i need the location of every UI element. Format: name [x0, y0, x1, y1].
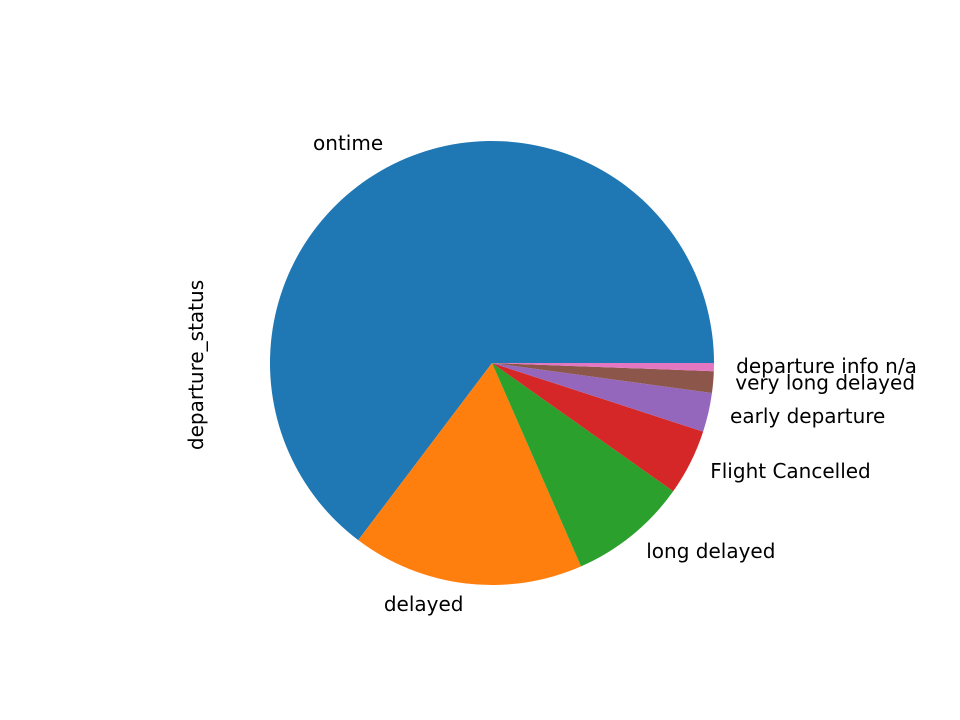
- pie-slice-delayed: [358, 363, 582, 585]
- pie-slice-flight-cancelled: [492, 363, 704, 492]
- pie-slice-very-long-delayed: [492, 363, 714, 393]
- pie-label-early-departure: early departure: [730, 404, 885, 428]
- pie-labels: ontime delayed long delayed Flight Cancelle…: [313, 131, 917, 616]
- pie-label-ontime: ontime: [313, 131, 383, 155]
- pie-slice-early-departure: [492, 363, 712, 432]
- pie-label-very-long-delayed: very long delayed: [735, 371, 915, 395]
- pie-slice-ontime: [270, 140, 714, 541]
- pie-label-long-delayed: long delayed: [646, 539, 775, 563]
- y-axis-label: departure_status: [184, 280, 208, 450]
- pie-label-departure-info-n-a: departure info n/a: [736, 354, 917, 378]
- pie-label-delayed: delayed: [384, 592, 464, 616]
- pie-slice-departure-info-n-a: [492, 363, 714, 372]
- pie-label-flight-cancelled: Flight Cancelled: [710, 459, 871, 483]
- pie-slices: [270, 140, 714, 585]
- pie-slice-long-delayed: [492, 363, 674, 567]
